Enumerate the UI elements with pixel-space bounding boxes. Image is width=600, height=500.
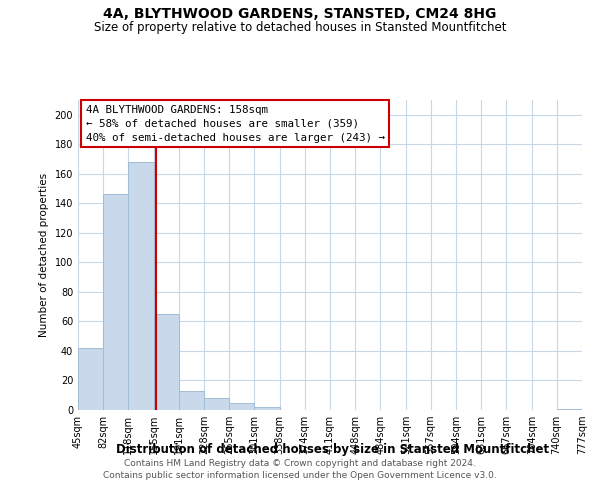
Bar <box>204 398 229 410</box>
Text: Distribution of detached houses by size in Stansted Mountfitchet: Distribution of detached houses by size … <box>116 442 550 456</box>
Bar <box>103 194 128 410</box>
Text: Size of property relative to detached houses in Stansted Mountfitchet: Size of property relative to detached ho… <box>94 21 506 34</box>
Bar <box>179 391 204 410</box>
Bar <box>229 402 254 410</box>
Bar <box>78 348 103 410</box>
Text: 4A, BLYTHWOOD GARDENS, STANSTED, CM24 8HG: 4A, BLYTHWOOD GARDENS, STANSTED, CM24 8H… <box>103 8 497 22</box>
Y-axis label: Number of detached properties: Number of detached properties <box>39 173 49 337</box>
Text: Contains HM Land Registry data © Crown copyright and database right 2024.
Contai: Contains HM Land Registry data © Crown c… <box>103 458 497 480</box>
Bar <box>154 314 179 410</box>
Bar <box>254 407 280 410</box>
Text: 4A BLYTHWOOD GARDENS: 158sqm
← 58% of detached houses are smaller (359)
40% of s: 4A BLYTHWOOD GARDENS: 158sqm ← 58% of de… <box>86 104 385 142</box>
Bar <box>128 162 154 410</box>
Bar <box>557 408 582 410</box>
